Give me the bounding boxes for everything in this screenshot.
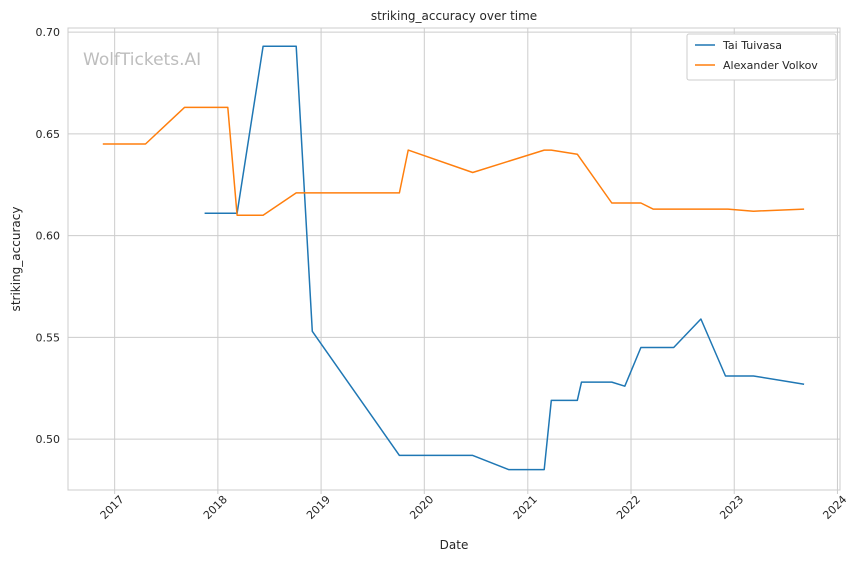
plot-frame: [67, 27, 841, 491]
series-layer: [102, 45, 805, 471]
y-axis-ticks: 0.50 0.55 0.60 0.65 0.70: [36, 26, 61, 446]
legend-label: Alexander Volkov: [723, 59, 818, 72]
chart-title: striking_accuracy over time: [371, 9, 537, 23]
y-tick-label: 0.70: [36, 26, 61, 39]
legend-label: Tai Tuivasa: [722, 39, 782, 52]
y-tick-label: 0.50: [36, 433, 61, 446]
legend: Tai Tuivasa Alexander Volkov: [686, 33, 837, 81]
series-line-1: [102, 106, 805, 216]
watermark-text: WolfTickets.AI: [83, 50, 201, 70]
y-tick-label: 0.60: [36, 230, 61, 243]
grid-lines: [68, 28, 840, 490]
y-tick-label: 0.65: [36, 128, 61, 141]
legend-box: [686, 33, 837, 81]
y-axis-title: striking_accuracy: [9, 207, 23, 312]
y-tick-label: 0.55: [36, 331, 61, 344]
series-line-0: [204, 45, 805, 471]
x-axis-title: Date: [440, 538, 469, 552]
